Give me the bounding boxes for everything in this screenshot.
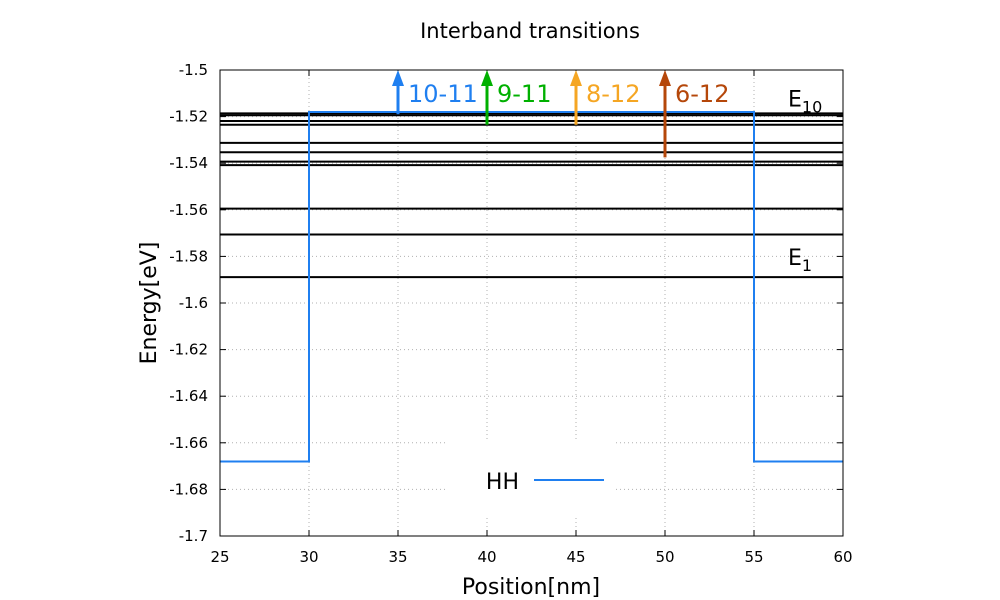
- x-tick-label: 45: [566, 548, 585, 566]
- y-tick-label: -1.66: [169, 434, 208, 452]
- transition-arrow-head: [570, 70, 582, 86]
- y-tick-label: -1.62: [169, 341, 208, 359]
- chart-title: Interband transitions: [420, 19, 640, 43]
- series-layer: [220, 110, 843, 463]
- y-tick-label: -1.54: [169, 154, 208, 172]
- transition-label: 9-11: [497, 80, 551, 108]
- legend-label: HH: [486, 470, 519, 495]
- transition-arrows: 10-11 9-11 8-12 6-12: [392, 70, 729, 158]
- axis-ticks: 25 30 35 40 45 50 55 60 -1.5 -1.52 -1.54 -1.56 -1.58…: [169, 61, 852, 566]
- transition-label: 6-12: [675, 80, 729, 108]
- transition-label: 8-12: [586, 80, 640, 108]
- series-line-hh: [220, 110, 843, 463]
- x-axis-label: Position[nm]: [462, 575, 600, 600]
- x-tick-label: 30: [299, 548, 318, 566]
- transition-arrow-head: [481, 70, 493, 86]
- plot-frame: [219, 69, 844, 537]
- legend: HH: [448, 442, 616, 518]
- y-tick-label: -1.58: [169, 247, 208, 265]
- y-axis-label: Energy[eV]: [137, 242, 162, 365]
- transition-arrow-head: [659, 70, 671, 86]
- x-tick-label: 55: [744, 548, 763, 566]
- x-tick-label: 50: [655, 548, 674, 566]
- y-tick-label: -1.56: [169, 201, 208, 219]
- energy-level-label: E1: [788, 246, 812, 275]
- y-tick-label: -1.68: [169, 480, 208, 498]
- x-tick-label: 60: [833, 548, 852, 566]
- transition-label: 10-11: [408, 80, 478, 108]
- y-tick-label: -1.7: [179, 527, 208, 545]
- y-tick-label: -1.6: [179, 294, 208, 312]
- energy-levels: E10 E1: [220, 88, 843, 279]
- transition-arrow-head: [392, 70, 404, 86]
- x-tick-label: 25: [210, 548, 229, 566]
- y-tick-label: -1.5: [179, 61, 208, 79]
- x-tick-label: 40: [477, 548, 496, 566]
- x-tick-label: 35: [388, 548, 407, 566]
- y-tick-label: -1.64: [169, 387, 208, 405]
- energy-level-label: E10: [788, 88, 822, 117]
- y-tick-label: -1.52: [169, 108, 208, 126]
